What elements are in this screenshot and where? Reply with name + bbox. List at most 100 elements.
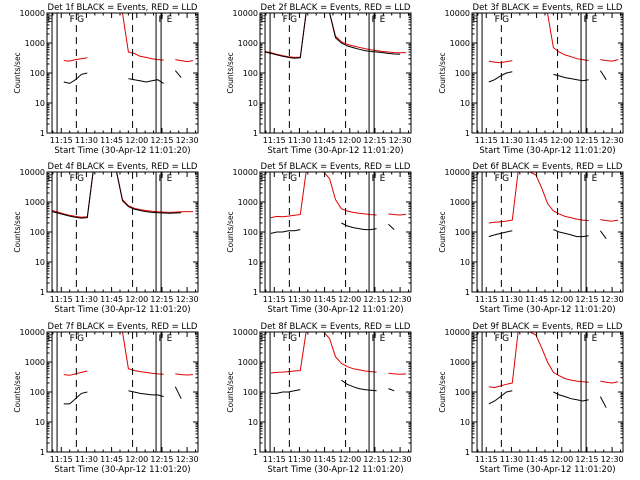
x-tick-label: 11:45 bbox=[525, 136, 548, 145]
y-tick-label: 10 bbox=[460, 418, 470, 427]
x-tick-label: 11:15 bbox=[263, 455, 286, 464]
x-tick-label: 12:30 bbox=[389, 455, 412, 464]
interval-marker-label: F bbox=[283, 174, 288, 184]
y-tick-label: 10000 bbox=[445, 328, 470, 337]
y-tick-label: 100 bbox=[30, 388, 45, 397]
x-tick-label: 11:45 bbox=[525, 455, 548, 464]
x-tick-label: 11:15 bbox=[475, 136, 498, 145]
y-tick-label: 100 bbox=[243, 388, 258, 397]
x-tick-label: 12:15 bbox=[575, 295, 598, 304]
y-tick-label: 100 bbox=[30, 69, 45, 78]
y-tick-label: 1000 bbox=[25, 39, 45, 48]
y-tick-label: 100 bbox=[455, 228, 470, 237]
x-tick-label: 11:30 bbox=[75, 295, 98, 304]
lld-series-line bbox=[63, 12, 194, 63]
x-axis-label: Start Time (30-Apr-12 11:01:20) bbox=[267, 305, 403, 315]
plot-frame bbox=[471, 12, 624, 134]
y-tick-label: 1 bbox=[40, 129, 45, 138]
interval-marker-label: F bbox=[583, 174, 588, 184]
y-tick-label: 10000 bbox=[20, 328, 45, 337]
y-axis-label: Counts/sec bbox=[226, 371, 235, 412]
interval-marker-label: F bbox=[495, 174, 500, 184]
y-tick-label: 10000 bbox=[445, 168, 470, 177]
x-tick-label: 12:00 bbox=[338, 136, 361, 145]
x-tick-label: 11:45 bbox=[525, 295, 548, 304]
lld-series-line bbox=[488, 12, 619, 64]
interval-marker-label: E bbox=[261, 15, 267, 25]
x-tick-label: 12:15 bbox=[363, 455, 386, 464]
y-tick-label: 10 bbox=[248, 258, 258, 267]
y-tick-label: 1 bbox=[40, 448, 45, 457]
interval-marker-label: E bbox=[380, 334, 386, 344]
y-axis-label: Counts/sec bbox=[13, 52, 22, 93]
interval-marker-label: F bbox=[70, 334, 75, 344]
x-tick-label: 12:15 bbox=[575, 136, 598, 145]
x-tick-label: 12:30 bbox=[601, 455, 624, 464]
interval-marker-label: E bbox=[261, 334, 267, 344]
interval-marker-label: F bbox=[283, 334, 288, 344]
interval-marker-label: E bbox=[167, 174, 173, 184]
x-tick-label: 12:00 bbox=[338, 455, 361, 464]
plot-frame bbox=[259, 12, 412, 134]
interval-marker-label: G bbox=[77, 334, 84, 344]
x-tick-label: 11:45 bbox=[100, 455, 123, 464]
y-tick-label: 1 bbox=[253, 448, 258, 457]
x-tick-label: 12:30 bbox=[389, 295, 412, 304]
y-tick-label: 10 bbox=[35, 99, 45, 108]
interval-marker-label: F bbox=[158, 334, 163, 344]
plot-frame bbox=[46, 12, 199, 134]
events-series-line bbox=[488, 390, 607, 408]
x-tick-label: 11:15 bbox=[50, 136, 73, 145]
x-tick-label: 11:30 bbox=[75, 136, 98, 145]
y-tick-label: 100 bbox=[455, 388, 470, 397]
x-tick-label: 11:45 bbox=[100, 295, 123, 304]
interval-marker-label: G bbox=[502, 15, 509, 25]
y-axis-label: Counts/sec bbox=[438, 371, 447, 412]
y-tick-label: 10 bbox=[35, 418, 45, 427]
interval-marker-label: E bbox=[380, 174, 386, 184]
interval-marker-label: E bbox=[473, 15, 479, 25]
x-tick-label: 11:45 bbox=[313, 455, 336, 464]
x-tick-label: 11:45 bbox=[313, 136, 336, 145]
interval-marker-label: E bbox=[592, 15, 598, 25]
y-tick-label: 1000 bbox=[450, 198, 470, 207]
lld-series-line bbox=[63, 331, 194, 376]
y-axis-label: Counts/sec bbox=[438, 52, 447, 93]
x-tick-label: 11:15 bbox=[50, 295, 73, 304]
x-tick-label: 12:00 bbox=[338, 295, 361, 304]
y-tick-label: 10000 bbox=[233, 168, 258, 177]
x-axis-label: Start Time (30-Apr-12 11:01:20) bbox=[479, 305, 615, 315]
x-tick-label: 12:15 bbox=[150, 295, 173, 304]
y-tick-label: 10000 bbox=[233, 328, 258, 337]
x-tick-label: 11:30 bbox=[500, 455, 523, 464]
y-tick-label: 10000 bbox=[20, 168, 45, 177]
interval-marker-label: E bbox=[261, 174, 267, 184]
y-axis-label: Counts/sec bbox=[226, 211, 235, 252]
x-tick-label: 12:30 bbox=[601, 136, 624, 145]
x-tick-label: 12:15 bbox=[150, 455, 173, 464]
interval-marker-label: F bbox=[371, 15, 376, 25]
x-tick-label: 12:00 bbox=[550, 295, 573, 304]
y-tick-label: 1 bbox=[253, 288, 258, 297]
interval-marker-label: G bbox=[502, 174, 509, 184]
y-axis-label: Counts/sec bbox=[13, 371, 22, 412]
x-tick-label: 12:30 bbox=[176, 455, 199, 464]
events-series-line bbox=[488, 70, 607, 83]
x-tick-label: 12:00 bbox=[550, 136, 573, 145]
interval-marker-label: E bbox=[48, 334, 54, 344]
interval-marker-label: F bbox=[283, 15, 288, 25]
interval-marker-label: F bbox=[70, 15, 75, 25]
x-tick-label: 12:30 bbox=[601, 295, 624, 304]
x-tick-label: 11:30 bbox=[288, 455, 311, 464]
x-tick-label: 11:30 bbox=[288, 136, 311, 145]
x-tick-label: 11:30 bbox=[288, 295, 311, 304]
panel-title: Det 7f BLACK = Events, RED = LLD bbox=[48, 322, 198, 332]
